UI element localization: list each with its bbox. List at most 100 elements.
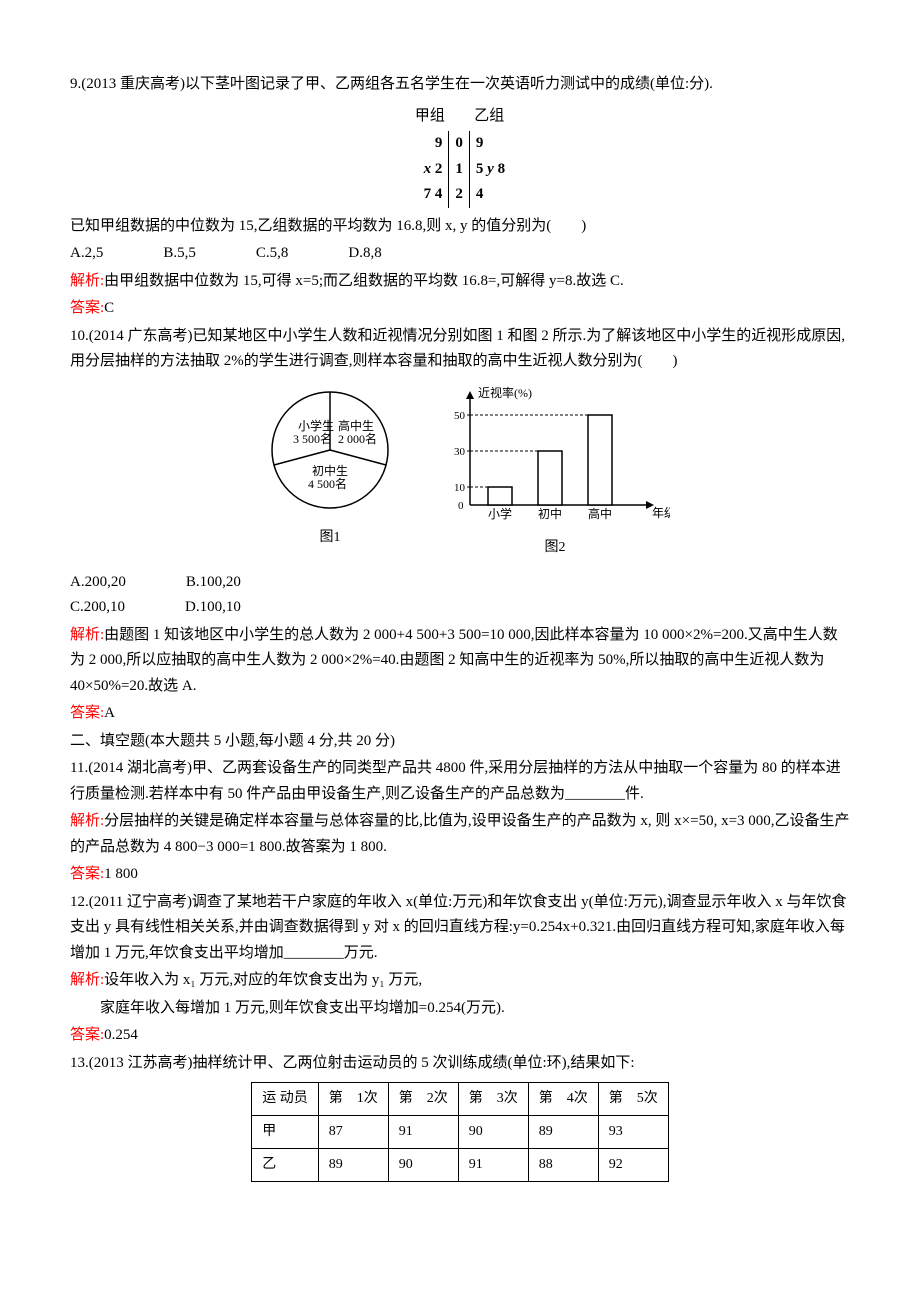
stem-r1-l: 9	[411, 131, 449, 157]
cat-cz: 初中	[538, 506, 562, 521]
q12-analysis1: 解析:设年收入为 x₁ 万元,对应的年饮食支出为 y₁ 万元,	[70, 968, 850, 994]
th-2: 第 2次	[388, 1083, 458, 1116]
q10-optC: C.200,10	[70, 595, 125, 621]
analysis-label: 解析:	[70, 972, 104, 988]
q9-analysis: 解析:由甲组数据中位数为 15,可得 x=5;而乙组数据的平均数 16.8=,可…	[70, 269, 850, 295]
q9-answer: 答案:C	[70, 296, 850, 322]
q12-analysis1-text: 设年收入为 x₁ 万元,对应的年饮食支出为 y₁ 万元,	[104, 972, 422, 988]
fig1-caption: 图1	[250, 526, 410, 550]
answer-label: 答案:	[70, 866, 104, 882]
td: 87	[318, 1116, 388, 1149]
bar-chuzhong	[538, 451, 562, 505]
q11-answer: 答案:1 800	[70, 862, 850, 888]
th-5: 第 5次	[598, 1083, 668, 1116]
q9-options: A.2,5 B.5,5 C.5,8 D.8,8	[70, 241, 850, 267]
q12-answer-val: 0.254	[104, 1027, 138, 1043]
stem-leaf-plot: 甲组 乙组 9 0 9 x 2 1 5 y 8 7 4 2 4	[70, 104, 850, 208]
q9-text: 9.(2013 重庆高考)以下茎叶图记录了甲、乙两组各五名学生在一次英语听力测试…	[70, 72, 850, 98]
th-0: 运 动员	[252, 1083, 319, 1116]
q10-figures: 小学生 3 500名 高中生 2 000名 初中生 4 500名 图1 近视率(…	[70, 385, 850, 560]
q9-analysis-text: 由甲组数据中位数为 15,可得 x=5;而乙组数据的平均数 16.8=,可解得 …	[104, 273, 624, 289]
table-row: 乙 89 90 91 88 92	[252, 1148, 669, 1181]
pie-xs-n: 3 500名	[293, 431, 332, 446]
analysis-label: 解析:	[70, 273, 104, 289]
section2-header: 二、填空题(本大题共 5 小题,每小题 4 分,共 20 分)	[70, 729, 850, 755]
answer-label: 答案:	[70, 705, 104, 721]
stem-r2-m: 1	[449, 157, 470, 183]
q12-num: 12.	[70, 894, 89, 910]
td: 92	[598, 1148, 668, 1181]
bar-xlabel: 年级	[652, 506, 670, 520]
q9-optA: A.2,5	[70, 241, 103, 267]
answer-label: 答案:	[70, 1027, 104, 1043]
td: 乙	[252, 1148, 319, 1181]
q13-body: (2013 江苏高考)抽样统计甲、乙两位射击运动员的 5 次训练成绩(单位:环)…	[89, 1055, 635, 1071]
q10-answer-val: A	[104, 705, 115, 721]
cat-gz: 高中	[588, 506, 612, 521]
q11-body: (2014 湖北高考)甲、乙两套设备生产的同类型产品共 4800 件,采用分层抽…	[70, 760, 841, 802]
td: 89	[528, 1116, 598, 1149]
stem-r3-l: 7 4	[411, 182, 449, 208]
q12-text: 12.(2011 辽宁高考)调查了某地若干户家庭的年收入 x(单位:万元)和年饮…	[70, 890, 850, 967]
bar-ylabel: 近视率(%)	[478, 385, 532, 400]
bar-xiaoxue	[488, 487, 512, 505]
th-4: 第 4次	[528, 1083, 598, 1116]
pie-cz: 初中生	[312, 463, 348, 478]
pie-cz-n: 4 500名	[308, 476, 347, 491]
stem-r3-m: 2	[449, 182, 470, 208]
td: 91	[388, 1116, 458, 1149]
td: 甲	[252, 1116, 319, 1149]
stem-r1-m: 0	[449, 131, 470, 157]
td: 88	[528, 1148, 598, 1181]
q10-optB: B.100,20	[186, 570, 241, 596]
stem-r1-r: 9	[469, 131, 509, 157]
analysis-label: 解析:	[70, 813, 104, 829]
q11-num: 11.	[70, 760, 88, 776]
q12-analysis2: 家庭年收入每增加 1 万元,则年饮食支出平均增加=0.254(万元).	[70, 996, 850, 1022]
cat-xx: 小学	[488, 506, 512, 521]
q12-answer: 答案:0.254	[70, 1023, 850, 1049]
q11-answer-val: 1 800	[104, 866, 138, 882]
pie-chart: 小学生 3 500名 高中生 2 000名 初中生 4 500名 图1	[250, 385, 410, 560]
q10-body: (2014 广东高考)已知某地区中小学生人数和近视情况分别如图 1 和图 2 所…	[70, 328, 845, 370]
stem-r2-l: x 2	[411, 157, 449, 183]
q11-analysis-text: 分层抽样的关键是确定样本容量与总体容量的比,比值为,设甲设备生产的产品数为 x,…	[70, 813, 850, 855]
q9-optB: B.5,5	[163, 241, 196, 267]
q10-options-1: A.200,20 B.100,20	[70, 570, 850, 596]
td: 91	[458, 1148, 528, 1181]
answer-label: 答案:	[70, 300, 104, 316]
q10-text: 10.(2014 广东高考)已知某地区中小学生人数和近视情况分别如图 1 和图 …	[70, 324, 850, 375]
table-row: 甲 87 91 90 89 93	[252, 1116, 669, 1149]
stem-r3-r: 4	[469, 182, 509, 208]
bar-gaozhong	[588, 415, 612, 505]
q13-table: 运 动员 第 1次 第 2次 第 3次 第 4次 第 5次 甲 87 91 90…	[251, 1082, 669, 1181]
q10-analysis: 解析:由题图 1 知该地区中小学生的总人数为 2 000+4 500+3 500…	[70, 623, 850, 700]
pie-xs: 小学生	[298, 418, 334, 433]
tick-10: 10	[454, 482, 466, 494]
q9-body: (2013 重庆高考)以下茎叶图记录了甲、乙两组各五名学生在一次英语听力测试中的…	[81, 76, 713, 92]
q11-text: 11.(2014 湖北高考)甲、乙两套设备生产的同类型产品共 4800 件,采用…	[70, 756, 850, 807]
th-1: 第 1次	[318, 1083, 388, 1116]
analysis-label: 解析:	[70, 627, 104, 643]
q13-text: 13.(2013 江苏高考)抽样统计甲、乙两位射击运动员的 5 次训练成绩(单位…	[70, 1051, 850, 1077]
q10-optA: A.200,20	[70, 570, 126, 596]
q9-known: 已知甲组数据的中位数为 15,乙组数据的平均数为 16.8,则 x, y 的值分…	[70, 214, 850, 240]
q10-analysis-text: 由题图 1 知该地区中小学生的总人数为 2 000+4 500+3 500=10…	[70, 627, 838, 694]
stem-hdr-right: 乙组	[469, 104, 509, 132]
td: 89	[318, 1148, 388, 1181]
pie-gz: 高中生	[338, 418, 374, 433]
q9-optD: D.8,8	[348, 241, 381, 267]
tick-0: 0	[458, 500, 464, 512]
td: 90	[458, 1116, 528, 1149]
stem-r2-r: 5 y 8	[469, 157, 509, 183]
tick-30: 30	[454, 446, 466, 458]
q13-num: 13.	[70, 1055, 89, 1071]
q12-body: (2011 辽宁高考)调查了某地若干户家庭的年收入 x(单位:万元)和年饮食支出…	[70, 894, 847, 961]
q10-options-2: C.200,10 D.100,10	[70, 595, 850, 621]
tick-50: 50	[454, 410, 466, 422]
q10-optD: D.100,10	[185, 595, 241, 621]
q10-answer: 答案:A	[70, 701, 850, 727]
stem-hdr-left: 甲组	[411, 104, 449, 132]
q9-answer-val: C	[104, 300, 114, 316]
pie-gz-n: 2 000名	[338, 431, 377, 446]
